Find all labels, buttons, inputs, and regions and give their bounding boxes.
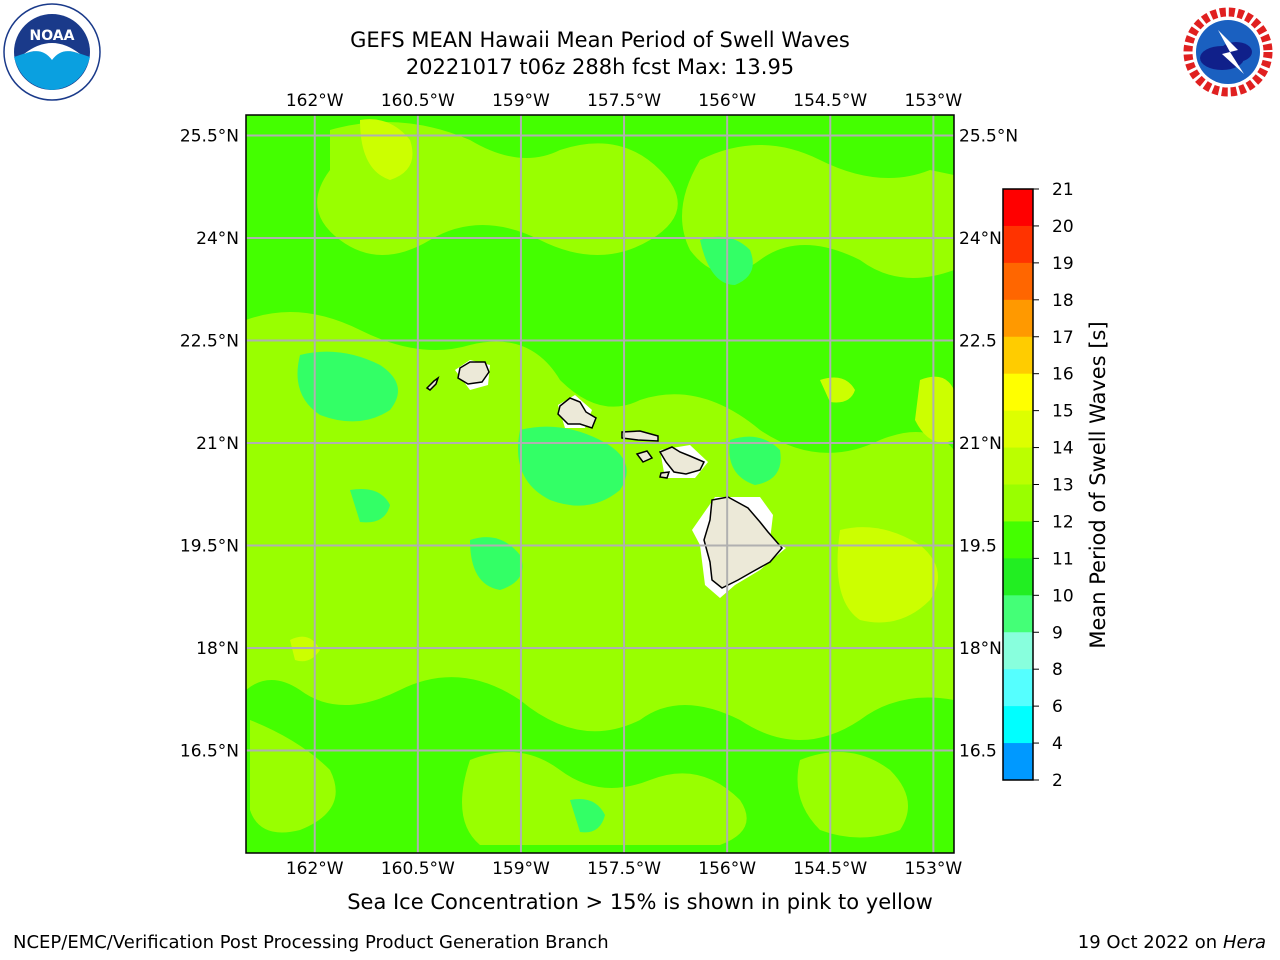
colorbar-band: [1003, 632, 1033, 670]
colorbar-band: [1003, 189, 1033, 227]
nws-logo: [1180, 4, 1276, 100]
swell-period-field: [246, 115, 954, 853]
lat-tick-label: 24°N: [196, 229, 239, 249]
colorbar-tick-label: 9: [1052, 623, 1063, 643]
island-niihau: [425, 375, 440, 391]
lat-ticks-left: 25.5°N 24°N 22.5°N 21°N 19.5°N 18°N 16.5°N: [180, 127, 239, 762]
lon-tick-label: 162°W: [286, 91, 344, 111]
noaa-logo-text: NOAA: [30, 28, 75, 44]
colorbar-label: Mean Period of Swell Waves [s]: [1086, 321, 1110, 648]
colorbar-band: [1003, 299, 1033, 338]
lat-tick-label: 24°N: [959, 229, 1002, 249]
colorbar-tick-label: 10: [1052, 586, 1074, 606]
hawaii-islands: [425, 361, 783, 589]
colorbar-band: [1003, 706, 1033, 744]
colorbar-band: [1003, 595, 1033, 633]
lat-ticks-right: 25.5°N 24°N 22.5 21°N 19.5 18°N 16.5: [959, 127, 1018, 762]
lat-tick-label: 18°N: [959, 639, 1002, 659]
colorbar-tick-label: 13: [1052, 476, 1074, 496]
colorbar-tick-label: 12: [1052, 512, 1074, 532]
colorbar-tick-label: 18: [1052, 291, 1074, 311]
island-big-island: [703, 496, 783, 589]
colorbar-band: [1003, 410, 1033, 449]
lat-tick-label: 22.5°N: [180, 332, 239, 352]
lat-tick-label: 18°N: [196, 639, 239, 659]
footer-credit: NCEP/EMC/Verification Post Processing Pr…: [13, 932, 609, 953]
colorbar-tick-label: 14: [1052, 439, 1074, 459]
lon-tick-label: 156°W: [698, 859, 756, 879]
lon-tick-label: 154.5°W: [793, 859, 867, 879]
colorbar-tick-label: 8: [1052, 660, 1063, 680]
footer-date-text: 19 Oct 2022 on: [1077, 932, 1223, 953]
island-lanai: [635, 450, 654, 463]
colorbar-tick-label: 4: [1052, 734, 1063, 754]
graticule: [246, 115, 954, 853]
colorbar-tick-label: 15: [1052, 402, 1074, 422]
colorbar-tick-label: 11: [1052, 549, 1074, 569]
map-title: GEFS MEAN Hawaii Mean Period of Swell Wa…: [350, 28, 850, 52]
colorbar-tick-label: 20: [1052, 217, 1074, 237]
colorbar-tick-label: 6: [1052, 697, 1063, 717]
colorbar-tick-label: 2: [1052, 771, 1063, 791]
colorbar-band: [1003, 262, 1033, 301]
colorbar-band: [1003, 484, 1033, 522]
colorbar-band: [1003, 743, 1033, 781]
sea-ice-caption: Sea Ice Concentration > 15% is shown in …: [347, 890, 933, 914]
colorbar-band: [1003, 225, 1033, 264]
colorbar-band: [1003, 336, 1033, 375]
lon-tick-label: 157.5°W: [587, 91, 661, 111]
colorbar-band: [1003, 373, 1033, 412]
colorbar-band: [1003, 669, 1033, 707]
lon-tick-label: 154.5°W: [793, 91, 867, 111]
colorbar-tick-label: 21: [1052, 180, 1074, 200]
map-frame: [245, 114, 955, 854]
footer-date: 19 Oct 2022 on Hera: [1078, 932, 1266, 953]
lon-ticks-bottom: 162°W 160.5°W 159°W 157.5°W 156°W 154.5°W 153°…: [286, 859, 963, 879]
island-oahu: [557, 397, 597, 429]
map-subtitle: 20221017 t06z 288h fcst Max: 13.95: [405, 55, 795, 79]
lon-tick-label: 153°W: [904, 91, 962, 111]
footer-host: Hera: [1222, 932, 1266, 953]
colorbar-band: [1003, 558, 1033, 596]
island-molokai: [621, 430, 659, 442]
lon-tick-label: 160.5°W: [381, 91, 455, 111]
lon-tick-label: 153°W: [904, 859, 962, 879]
lat-tick-label: 25.5°N: [180, 127, 239, 147]
lon-tick-label: 159°W: [492, 859, 550, 879]
lat-tick-label: 22.5: [959, 332, 997, 352]
lat-tick-label: 16.5°N: [180, 742, 239, 762]
lon-tick-label: 159°W: [492, 91, 550, 111]
colorbar-band: [1003, 521, 1033, 559]
lat-tick-label: 16.5: [959, 742, 997, 762]
lon-ticks-top: 162°W 160.5°W 159°W 157.5°W 156°W 154.5°W 153°…: [286, 91, 963, 111]
lon-tick-label: 157.5°W: [587, 859, 661, 879]
colorbar-band: [1003, 447, 1033, 485]
lon-tick-label: 162°W: [286, 859, 344, 879]
lat-tick-label: 21°N: [959, 434, 1002, 454]
island-kahoolawe: [659, 471, 671, 479]
colorbar-tick-label: 17: [1052, 328, 1074, 348]
lat-tick-label: 25.5°N: [959, 127, 1018, 147]
colorbar: 21 20 19 18 17 16 15 14 13 12 11 10 9 8 6 4 2: [1002, 180, 1074, 791]
island-kauai: [457, 361, 490, 385]
island-maui: [658, 446, 706, 475]
noaa-logo: NOAA: [3, 3, 101, 101]
colorbar-tick-label: 19: [1052, 254, 1074, 274]
lat-tick-label: 19.5: [959, 537, 997, 557]
colorbar-tick-label: 16: [1052, 365, 1074, 385]
lat-tick-label: 21°N: [196, 434, 239, 454]
lon-tick-label: 160.5°W: [381, 859, 455, 879]
lat-tick-label: 19.5°N: [180, 537, 239, 557]
lon-tick-label: 156°W: [698, 91, 756, 111]
